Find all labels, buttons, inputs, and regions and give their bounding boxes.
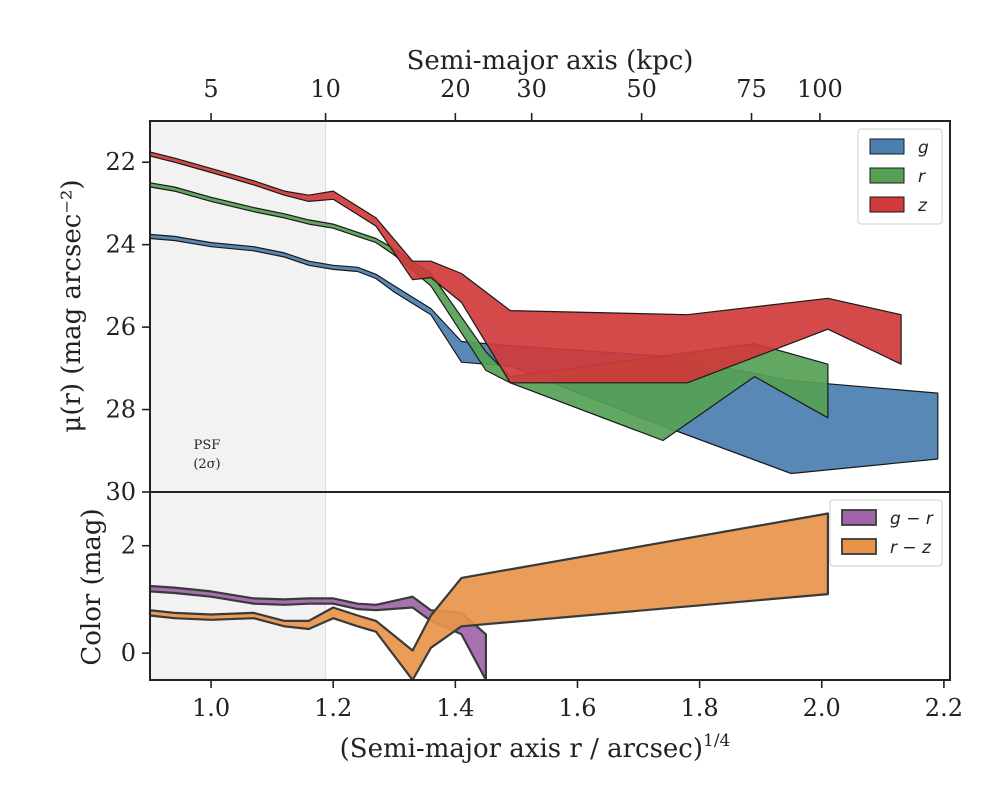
top-tick-label: 75 (736, 75, 767, 103)
legend-label-g-r: g − r (890, 509, 934, 529)
x-tick-label: 1.8 (681, 694, 719, 722)
lower-panel-frame (149, 491, 951, 681)
top-tick-label: 20 (440, 75, 471, 103)
x-tick-label: 2.0 (803, 694, 841, 722)
top-tick-label: 5 (203, 75, 218, 103)
top-axis-title: Semi-major axis (kpc) (407, 46, 694, 76)
psf-label-line2: (2σ) (193, 457, 220, 472)
band-z (149, 151, 902, 384)
bottom-axis-title-base: (Semi-major axis r / arcsec) (340, 734, 703, 764)
y-tick-label: 30 (105, 478, 136, 506)
bottom-x-ticks: 1.0 1.2 1.4 1.6 1.8 2.0 2.2 (192, 680, 963, 722)
y-tick-label: 24 (105, 231, 136, 259)
x-tick-label: 1.4 (436, 694, 474, 722)
lower-y-ticks: 02 (121, 532, 150, 667)
top-kpc-ticks: 5 10 20 30 50 75 100 (203, 75, 843, 121)
lower-y-axis-title: Color (mag) (77, 508, 107, 665)
legend-swatch-z (869, 196, 905, 213)
top-tick-label: 100 (797, 75, 843, 103)
legend-swatch-r (869, 167, 905, 184)
legend-swatch-g-r (841, 509, 877, 526)
legend-label-r-z: r − z (890, 538, 932, 558)
lower-legend: g − r r − z (829, 499, 943, 567)
legend-swatch-g (869, 138, 905, 155)
top-tick-label: 30 (516, 75, 547, 103)
y-tick-label: 28 (105, 396, 136, 424)
top-tick-label: 10 (310, 75, 341, 103)
legend-label-z: z (917, 196, 928, 216)
x-tick-label: 1.6 (558, 694, 596, 722)
bottom-axis-title-exponent: 1/4 (703, 731, 730, 751)
top-tick-label: 50 (626, 75, 657, 103)
x-tick-label: 1.2 (314, 694, 352, 722)
upper-y-ticks: 22 24 26 28 30 (105, 148, 150, 506)
color-panel: 02 1.0 1.2 1.4 1.6 1.8 2.0 2.2 g − rr − z (121, 491, 963, 722)
surface-brightness-series (149, 121, 939, 492)
x-tick-label: 2.2 (925, 694, 963, 722)
y-tick-label: 22 (105, 148, 136, 176)
psf-region-lower (150, 492, 326, 680)
surface-brightness-panel: 22 24 26 28 30 5 10 20 30 50 75 100 PSF (2σ) grz (105, 75, 951, 506)
legend-label-g: g (918, 138, 929, 158)
x-tick-label: 1.0 (192, 694, 230, 722)
legend-swatch-r-z (841, 538, 877, 555)
band-r-z (148, 512, 830, 682)
y-tick-label: 2 (121, 532, 136, 560)
legend-label-r: r (918, 167, 926, 187)
y-tick-label: 26 (105, 313, 136, 341)
bottom-axis-title: (Semi-major axis r / arcsec)1/4 (340, 731, 731, 764)
upper-legend: grz (857, 128, 943, 225)
psf-region-upper (150, 121, 326, 492)
upper-y-axis-title: μ(r) (mag arcsec⁻²) (57, 179, 87, 432)
y-tick-label: 0 (121, 639, 136, 667)
psf-label-line1: PSF (194, 438, 221, 453)
